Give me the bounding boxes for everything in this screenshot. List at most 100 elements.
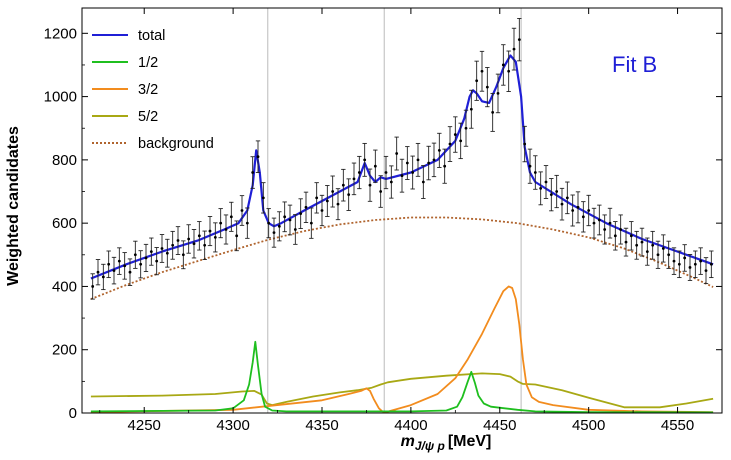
data-marker — [101, 275, 105, 279]
data-marker — [272, 231, 276, 235]
data-marker — [416, 158, 420, 162]
data-marker — [197, 234, 201, 238]
data-point — [399, 158, 405, 193]
data-marker — [683, 256, 687, 260]
data-marker — [613, 234, 617, 238]
data-marker — [283, 215, 287, 219]
data-point — [239, 195, 245, 226]
data-point — [453, 116, 458, 153]
data-point — [693, 250, 698, 279]
data-point — [703, 257, 709, 285]
data-marker — [533, 171, 537, 174]
data-point — [122, 252, 127, 280]
data-point — [357, 155, 362, 190]
data-point — [463, 109, 469, 147]
data-marker — [464, 126, 468, 130]
y-tick-label: 600 — [52, 215, 77, 232]
data-marker — [187, 237, 191, 241]
data-point — [506, 50, 511, 92]
data-marker — [693, 262, 697, 266]
x-tick-label: 4300 — [216, 417, 249, 434]
data-point — [415, 142, 421, 177]
data-marker — [379, 190, 383, 193]
data-marker — [480, 69, 484, 73]
data-marker — [688, 266, 692, 269]
data-point — [527, 148, 533, 184]
data-point — [245, 207, 250, 239]
data-point — [405, 146, 410, 180]
data-point — [341, 168, 346, 202]
data-point — [442, 148, 447, 184]
data-marker — [107, 262, 111, 266]
data-marker — [389, 180, 393, 184]
data-point — [533, 155, 538, 190]
data-marker — [336, 202, 340, 206]
y-tick-label: 800 — [52, 152, 77, 169]
data-marker — [165, 251, 169, 255]
data-marker — [571, 209, 575, 212]
data-point — [634, 230, 639, 260]
data-marker — [411, 171, 415, 174]
data-marker — [651, 243, 655, 247]
x-tick-label: 4550 — [661, 417, 694, 434]
data-marker — [320, 209, 324, 212]
data-point — [389, 165, 394, 199]
data-marker — [549, 193, 553, 197]
data-marker — [405, 161, 409, 165]
data-point — [629, 221, 634, 251]
data-marker — [485, 85, 489, 89]
data-marker — [491, 111, 495, 114]
data-marker — [443, 164, 447, 168]
data-point — [495, 73, 501, 114]
data-point — [101, 263, 106, 291]
data-marker — [448, 142, 452, 146]
data-marker — [304, 205, 308, 209]
data-point — [639, 227, 645, 257]
data-point — [655, 240, 661, 269]
data-point — [591, 207, 597, 239]
y-tick-label: 200 — [52, 342, 77, 359]
data-marker — [453, 133, 457, 136]
data-point — [282, 201, 287, 233]
legend-item-j32: 3/2 — [92, 82, 158, 98]
data-marker — [592, 221, 596, 225]
data-marker — [123, 264, 127, 268]
data-marker — [661, 247, 665, 250]
data-marker — [581, 215, 585, 219]
data-point — [165, 238, 170, 268]
data-marker — [224, 228, 228, 231]
data-point — [538, 171, 543, 206]
data-marker — [144, 256, 148, 260]
data-point — [111, 256, 117, 285]
data-point — [261, 182, 266, 214]
data-marker — [277, 224, 281, 228]
data-marker — [603, 228, 607, 231]
legend-label-j32: 3/2 — [138, 82, 158, 98]
data-marker — [368, 183, 372, 187]
x-axis-title: mJ/ψ p [MeV] — [401, 433, 492, 453]
series-line-j52 — [90, 372, 714, 409]
data-marker — [459, 139, 463, 143]
data-point — [602, 214, 607, 245]
data-marker — [667, 253, 671, 257]
data-marker — [704, 269, 708, 273]
data-point — [490, 92, 495, 132]
data-marker — [245, 221, 249, 225]
data-point — [581, 201, 586, 233]
data-marker — [528, 164, 532, 168]
data-marker — [160, 247, 164, 250]
data-marker — [597, 218, 601, 222]
data-marker — [624, 240, 628, 244]
data-point — [250, 156, 255, 189]
data-marker — [203, 243, 207, 247]
data-marker — [507, 69, 511, 73]
data-marker — [677, 262, 681, 266]
data-marker — [512, 47, 516, 51]
data-marker — [432, 158, 436, 162]
data-point — [469, 89, 474, 129]
data-point — [410, 155, 415, 190]
x-tick-label: 4500 — [572, 417, 605, 434]
plot-frame — [81, 7, 723, 414]
data-marker — [91, 285, 95, 288]
